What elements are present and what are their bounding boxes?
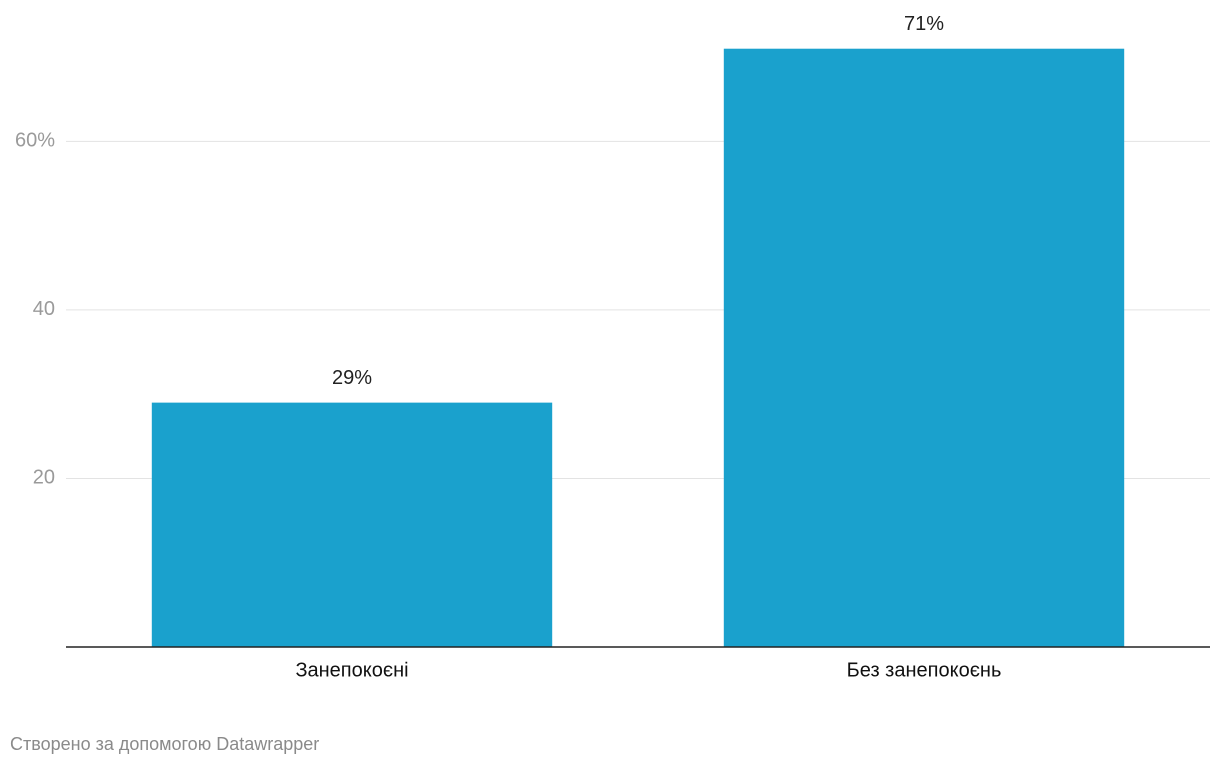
value-label: 71% — [904, 13, 944, 35]
bar — [151, 402, 553, 647]
y-tick-label: 20 — [33, 467, 55, 489]
y-tick-label: 40 — [33, 298, 55, 320]
y-tick-label: 60% — [15, 130, 55, 152]
credit: Створено за допомогою Datawrapper — [10, 734, 319, 754]
value-label: 29% — [332, 367, 372, 389]
x-tick-label: Без занепокоєнь — [847, 659, 1002, 681]
bar — [723, 48, 1125, 647]
x-tick-label: Занепокоєні — [295, 659, 408, 681]
